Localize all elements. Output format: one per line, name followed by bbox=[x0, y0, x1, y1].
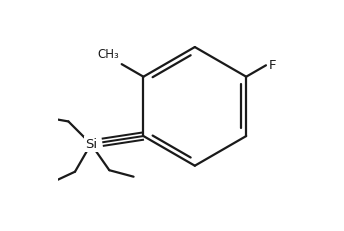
Text: CH₃: CH₃ bbox=[98, 48, 119, 61]
Text: F: F bbox=[268, 59, 276, 72]
Text: Si: Si bbox=[85, 137, 97, 151]
